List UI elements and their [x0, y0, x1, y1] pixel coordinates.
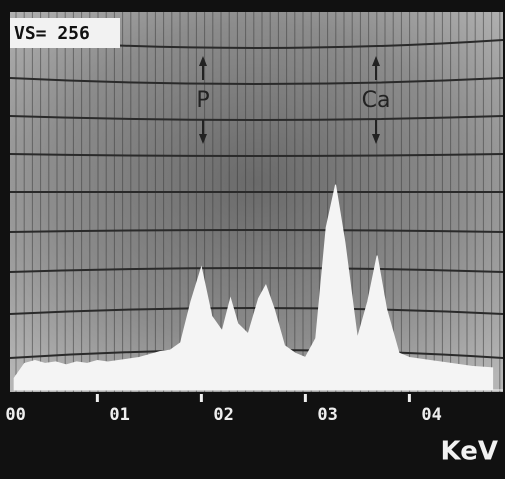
x-tick-label: 04	[421, 405, 441, 425]
x-tick-label: 03	[317, 405, 337, 425]
x-tick-label: 02	[213, 405, 233, 425]
x-tick-label: 01	[109, 405, 129, 425]
peak-label: P	[196, 88, 209, 113]
peak-label: Ca	[362, 88, 391, 113]
x-tick-label: 00	[5, 405, 25, 425]
chart-title: VS= 256	[14, 23, 90, 44]
x-axis-label: KeV	[441, 437, 498, 467]
spectrum-screen: VS= 256 P Ca KeV 00 01 02 03 04	[0, 0, 505, 479]
